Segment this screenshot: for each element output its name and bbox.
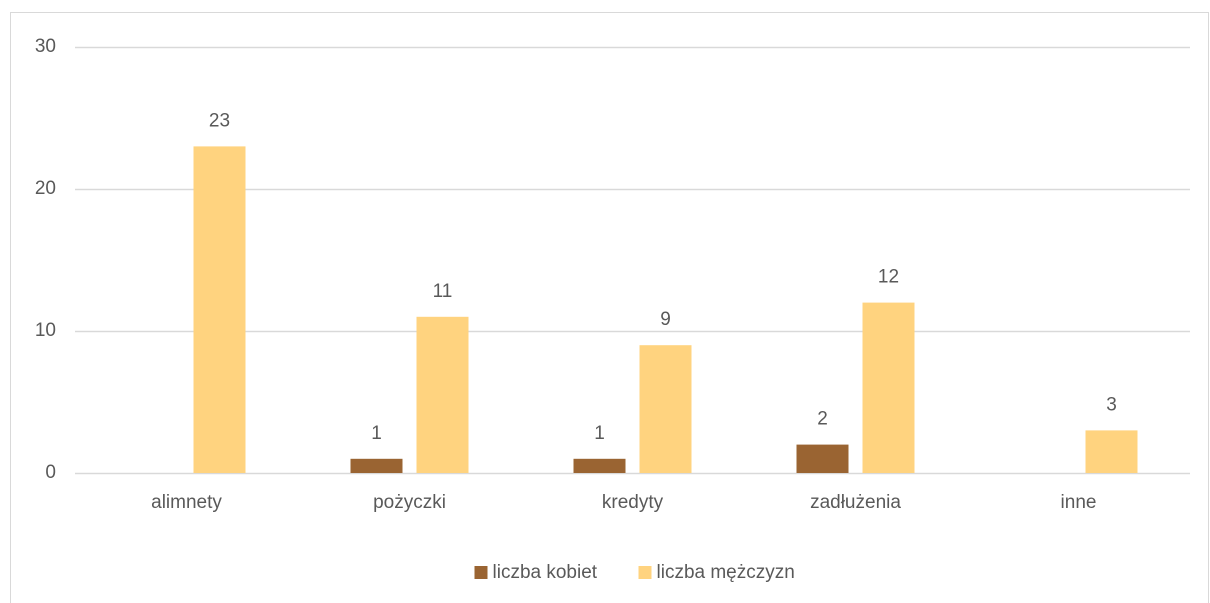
- bar: [416, 316, 469, 473]
- data-label: 11: [433, 281, 453, 302]
- bar: [796, 444, 849, 473]
- x-tick-label: zadłużenia: [810, 492, 901, 513]
- legend-swatch: [474, 566, 488, 579]
- x-tick-label: alimnety: [151, 492, 222, 513]
- legend-label: liczba kobiet: [493, 562, 598, 583]
- y-tick-label: 20: [35, 178, 56, 199]
- chart-border: [10, 12, 1209, 603]
- bar: [1085, 430, 1138, 473]
- data-label: 1: [594, 423, 605, 444]
- legend-label: liczba mężczyzn: [657, 562, 795, 583]
- bar: [193, 146, 246, 473]
- bar: [639, 345, 692, 473]
- bar: [573, 458, 626, 473]
- data-label: 12: [878, 267, 899, 288]
- data-label: 3: [1106, 394, 1117, 415]
- data-label: 9: [660, 309, 671, 330]
- y-tick-label: 10: [35, 320, 56, 341]
- data-label: 2: [817, 409, 828, 430]
- x-tick-label: pożyczki: [373, 492, 446, 513]
- x-tick-label: inne: [1061, 492, 1097, 513]
- legend-swatch: [638, 566, 652, 579]
- data-label: 23: [209, 110, 230, 131]
- data-label: 1: [371, 423, 382, 444]
- y-tick-label: 30: [35, 36, 56, 57]
- bar: [350, 458, 403, 473]
- x-tick-label: kredyty: [602, 492, 664, 513]
- y-tick-label: 0: [45, 462, 56, 483]
- bar: [862, 302, 915, 473]
